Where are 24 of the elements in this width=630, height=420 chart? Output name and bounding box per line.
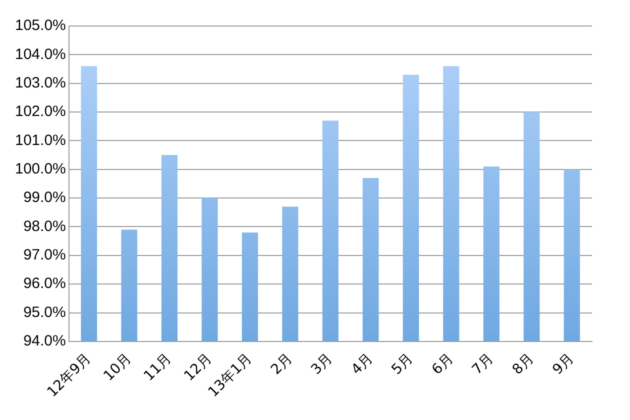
y-tick-label: 94.0% bbox=[23, 332, 66, 350]
x-tick-label: 12年9月 bbox=[44, 350, 94, 400]
y-tick-label: 102.0% bbox=[15, 103, 66, 120]
y-tick-label: 103.0% bbox=[15, 74, 66, 92]
y-tick-label: 105.0% bbox=[15, 17, 66, 34]
y-tick-label: 96.0% bbox=[23, 275, 66, 292]
x-tick-label: 10月 bbox=[100, 350, 135, 384]
x-tick-label: 9月 bbox=[550, 350, 578, 378]
x-tick-label: 3月 bbox=[308, 350, 336, 378]
x-tick-label: 2月 bbox=[268, 350, 296, 378]
y-tick-label: 100.0% bbox=[15, 160, 66, 178]
y-tick-label: 101.0% bbox=[15, 132, 66, 149]
y-tick-label: 95.0% bbox=[23, 304, 66, 321]
y-tick-label: 98.0% bbox=[23, 218, 66, 235]
y-tick-label: 99.0% bbox=[23, 189, 66, 206]
x-tick-label: 6月 bbox=[429, 350, 457, 378]
y-tick-label: 97.0% bbox=[23, 246, 66, 264]
x-tick-label: 4月 bbox=[348, 350, 376, 378]
x-tick-label: 12月 bbox=[181, 350, 216, 384]
y-tick-label: 104.0% bbox=[15, 46, 66, 63]
x-tick-label: 8月 bbox=[510, 350, 538, 378]
x-tick-label: 7月 bbox=[469, 350, 497, 378]
x-tick-label: 11月 bbox=[141, 350, 175, 384]
x-tick-label: 5月 bbox=[388, 350, 416, 378]
